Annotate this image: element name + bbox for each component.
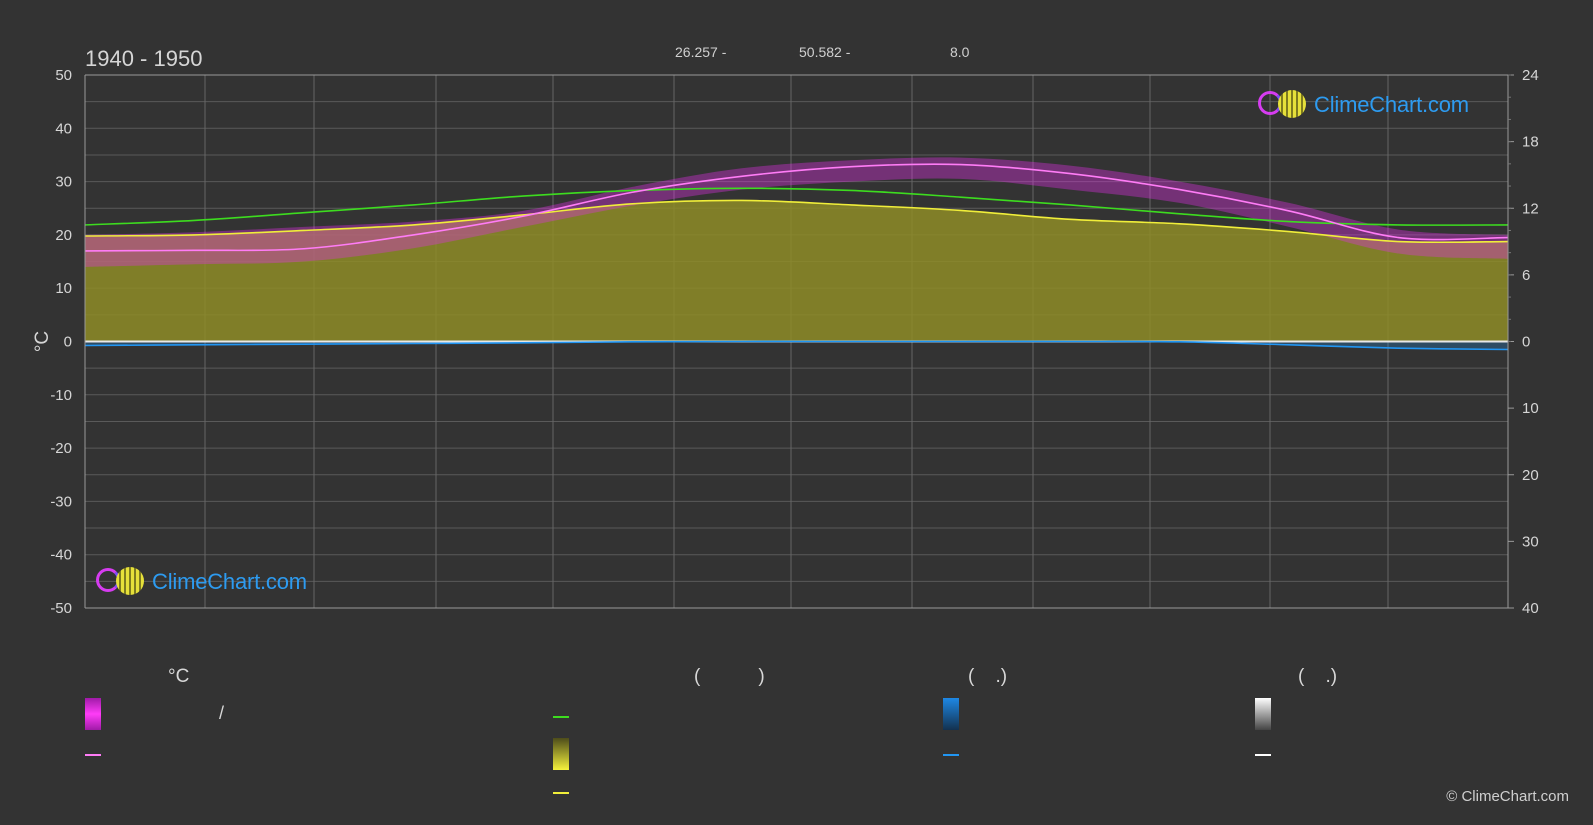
logo-text: ClimeChart.com bbox=[152, 569, 307, 594]
y-right-tick-label: 40 bbox=[1522, 600, 1539, 617]
y-tick-label: -40 bbox=[50, 547, 72, 564]
sunshine-line-swatch bbox=[553, 792, 569, 794]
temp-range-swatch bbox=[85, 698, 101, 730]
y-right-tick-label: 12 bbox=[1522, 200, 1539, 217]
y-tick-label: 40 bbox=[55, 120, 72, 137]
y-tick-label: -20 bbox=[50, 440, 72, 457]
logo-bottom-left[interactable]: ClimeChart.com bbox=[96, 566, 307, 598]
daylight-line bbox=[84, 187, 1509, 226]
y-tick-label: -30 bbox=[50, 493, 72, 510]
rain-line bbox=[84, 340, 1509, 351]
temp-range-separator: / bbox=[219, 703, 225, 723]
daylight-swatch bbox=[553, 716, 569, 718]
rain-swatch bbox=[943, 698, 959, 730]
y-right-tick-label: 20 bbox=[1522, 467, 1539, 484]
legend-rain-title: ( .) bbox=[968, 666, 1008, 687]
y-right-tick-label: 10 bbox=[1522, 400, 1539, 417]
sunshine-hours-swatch bbox=[553, 738, 569, 770]
copyright: © ClimeChart.com bbox=[1446, 788, 1569, 805]
logo-top-right[interactable]: ClimeChart.com bbox=[1258, 89, 1469, 121]
sunshine-area bbox=[85, 200, 1508, 342]
y-tick-label: -10 bbox=[50, 387, 72, 404]
mean-temp-line bbox=[84, 163, 1509, 252]
y-right-tick-label: 30 bbox=[1522, 533, 1539, 550]
logo-text: ClimeChart.com bbox=[1314, 92, 1469, 117]
period-title: 1940 - 1950 bbox=[85, 46, 203, 71]
y-tick-label: 10 bbox=[55, 280, 72, 297]
legend-snow-title: ( .) bbox=[1298, 666, 1338, 687]
y-tick-label: -50 bbox=[50, 600, 72, 617]
rain-line-swatch bbox=[943, 754, 959, 756]
y-right-tick-label: 24 bbox=[1522, 67, 1539, 84]
latitude-value: 26.257 - bbox=[675, 44, 727, 60]
y-tick-label: 30 bbox=[55, 174, 72, 191]
sunshine-line bbox=[84, 199, 1509, 244]
legend-temp-title: °C bbox=[168, 666, 190, 687]
y-right-tick-label: 6 bbox=[1522, 267, 1530, 284]
y-tick-label: 20 bbox=[55, 227, 72, 244]
snow-swatch bbox=[1255, 698, 1271, 730]
y-axis-label: °C bbox=[32, 331, 53, 352]
climechart-logo-icon bbox=[96, 566, 148, 598]
y-tick-label: 0 bbox=[64, 334, 72, 351]
legend-sun-title: ( ) bbox=[694, 666, 765, 687]
y-right-tick-label: 18 bbox=[1522, 134, 1539, 151]
y-tick-label: 50 bbox=[55, 67, 72, 84]
climechart-logo-icon bbox=[1258, 89, 1310, 121]
longitude-value: 50.582 - bbox=[799, 44, 851, 60]
y-right-tick-label: 0 bbox=[1522, 334, 1530, 351]
snow-line-swatch bbox=[1255, 754, 1271, 756]
mean-temp-swatch bbox=[85, 754, 101, 756]
elevation-value: 8.0 bbox=[950, 44, 970, 60]
